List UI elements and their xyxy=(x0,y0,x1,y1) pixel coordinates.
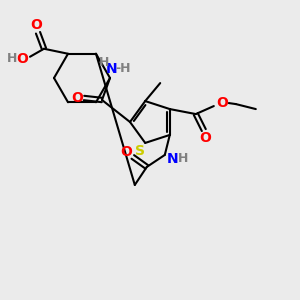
Text: O: O xyxy=(120,145,132,159)
Text: N: N xyxy=(167,152,178,166)
Text: H: H xyxy=(178,152,188,165)
Text: H: H xyxy=(99,56,109,68)
Text: O: O xyxy=(216,96,228,110)
Text: O: O xyxy=(16,52,28,66)
Text: O: O xyxy=(71,91,83,105)
Text: S: S xyxy=(135,144,145,158)
Text: H: H xyxy=(7,52,17,65)
Text: N: N xyxy=(106,62,118,76)
Text: O: O xyxy=(30,18,42,32)
Text: O: O xyxy=(199,131,211,145)
Text: -H: -H xyxy=(115,62,131,76)
